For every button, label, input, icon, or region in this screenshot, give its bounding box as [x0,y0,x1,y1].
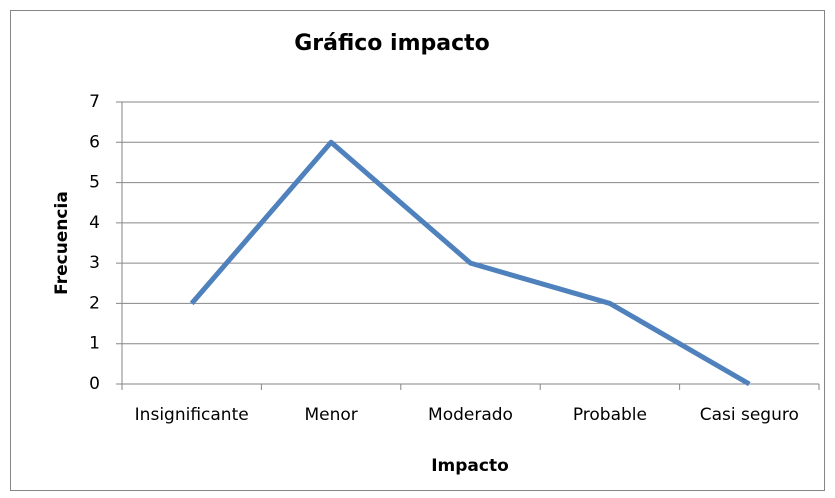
y-tick-label: 2 [89,293,100,313]
x-tick-label: Insignificante [135,405,249,425]
x-tick-label: Moderado [428,405,513,425]
y-axis-label: Frecuencia [52,191,72,295]
x-tick-label: Casi seguro [700,405,799,425]
x-tick-label: Menor [304,405,357,425]
y-tick-label: 4 [89,213,100,233]
y-tick-label: 6 [89,132,100,152]
y-tick-label: 0 [89,374,100,394]
data-line [189,139,751,387]
y-tick-label: 7 [89,92,100,112]
y-tick-label: 3 [89,253,100,273]
y-tick-label: 1 [89,334,100,354]
x-tick-label: Probable [573,405,647,425]
chart-frame [10,10,825,491]
x-axis-label: Impacto [431,456,509,476]
y-tick-label: 5 [89,173,100,193]
chart-title: Gráfico impacto [294,31,490,56]
